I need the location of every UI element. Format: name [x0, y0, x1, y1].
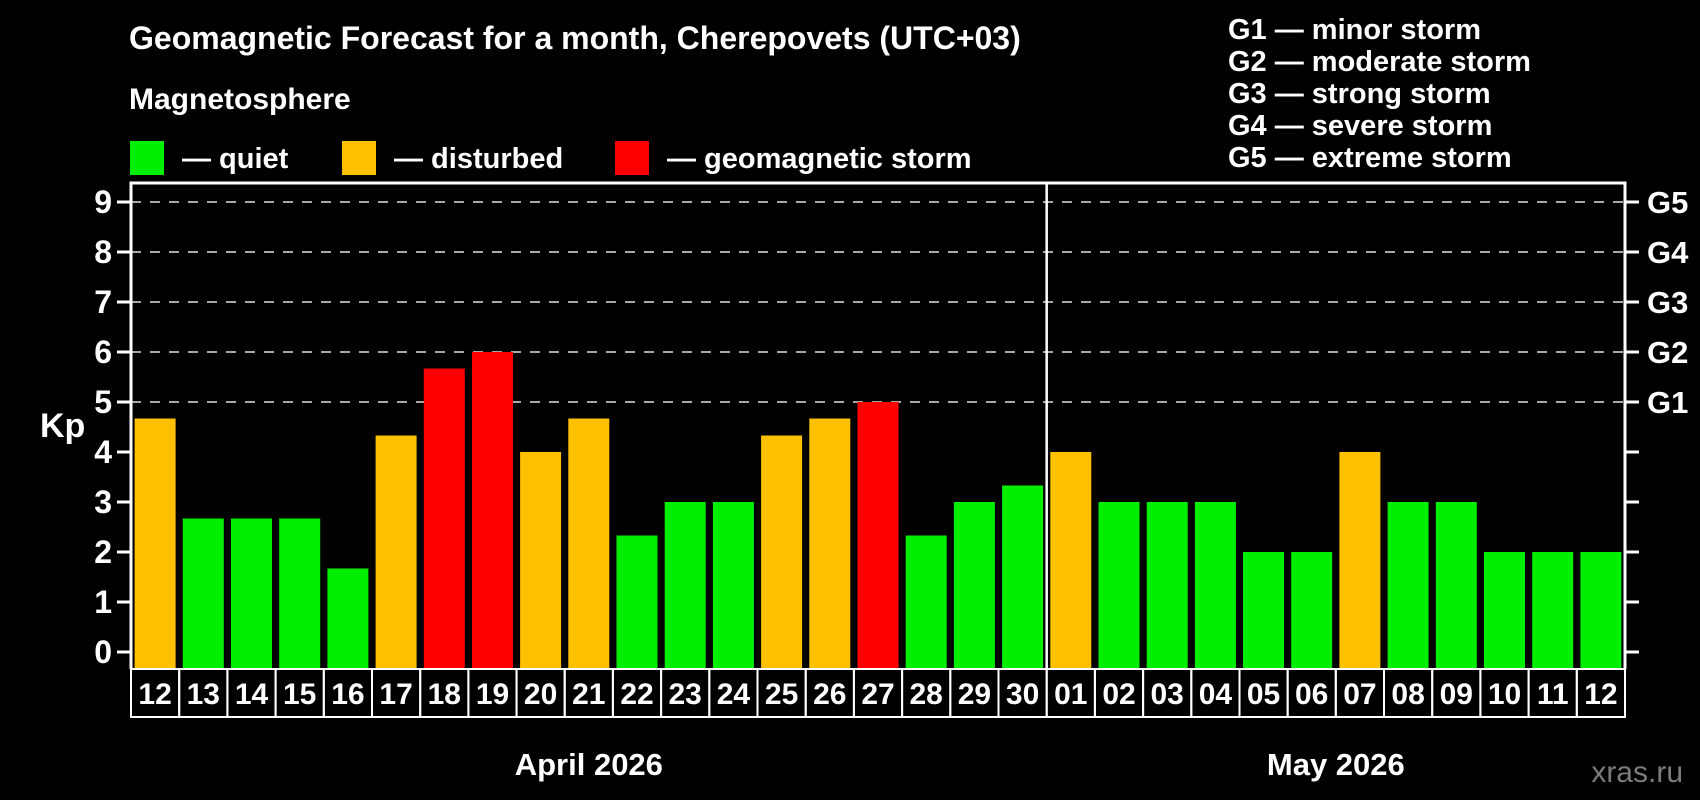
y-tick-label-0: 0 [94, 634, 112, 670]
kp-bar [664, 502, 706, 669]
g3-legend-line: G3 — strong storm [1228, 78, 1491, 110]
day-label: 06 [1295, 678, 1328, 711]
kp-bar [520, 452, 562, 669]
kp-bar [1435, 502, 1477, 669]
kp-bar [423, 368, 465, 669]
month-label-april: April 2026 [514, 747, 663, 782]
day-label: 29 [958, 678, 991, 711]
g-axis-label-g1: G1 [1647, 385, 1688, 420]
day-label: 09 [1440, 678, 1473, 711]
kp-bar [953, 502, 995, 669]
kp-bar [1291, 552, 1333, 669]
day-label: 25 [765, 678, 798, 711]
disturbed-legend-label: — disturbed [394, 143, 564, 175]
quiet-legend-swatch [130, 141, 164, 175]
day-label: 15 [283, 678, 316, 711]
day-label: 02 [1102, 678, 1135, 711]
y-tick-label-6: 6 [94, 334, 112, 370]
day-label: 01 [1054, 678, 1087, 711]
kp-bar [712, 502, 754, 669]
kp-bar [1532, 552, 1574, 669]
kp-bar [1387, 502, 1429, 669]
kp-bar [327, 568, 369, 669]
kp-bar [1339, 452, 1381, 669]
day-label: 07 [1343, 678, 1376, 711]
day-label: 22 [620, 678, 653, 711]
g-axis-label-g5: G5 [1647, 185, 1688, 220]
day-label: 23 [669, 678, 702, 711]
kp-bar [1146, 502, 1188, 669]
kp-bar [1580, 552, 1622, 669]
storm-legend-label: — geomagnetic storm [667, 143, 972, 175]
day-label: 13 [187, 678, 220, 711]
kp-bar [134, 418, 176, 669]
y-axis-title: Kp [40, 407, 86, 445]
y-tick-label-9: 9 [94, 184, 112, 220]
day-label: 14 [235, 678, 269, 711]
kp-bar [1050, 452, 1092, 669]
y-tick-label-3: 3 [94, 484, 112, 520]
watermark: xras.ru [1591, 756, 1683, 789]
kp-bar [857, 402, 899, 669]
kp-bar [761, 435, 803, 669]
day-label: 28 [910, 678, 943, 711]
kp-bar [1002, 485, 1044, 669]
day-label: 20 [524, 678, 557, 711]
day-label: 19 [476, 678, 509, 711]
y-tick-label-1: 1 [94, 584, 112, 620]
kp-bar [472, 352, 513, 669]
day-label: 17 [379, 678, 412, 711]
g-scale-legend: G1 — minor storm G2 — moderate storm G3 … [1228, 14, 1531, 174]
kp-bar [1484, 552, 1525, 669]
kp-bar [375, 435, 417, 669]
kp-bar [231, 518, 272, 669]
kp-bar [279, 518, 321, 669]
day-label: 03 [1151, 678, 1184, 711]
kp-bar [182, 518, 224, 669]
y-tick-label-5: 5 [94, 384, 112, 420]
quiet-legend-label: — quiet [182, 143, 289, 175]
day-label: 24 [717, 678, 751, 711]
kp-bar [1098, 502, 1140, 669]
day-label: 27 [861, 678, 894, 711]
day-label: 18 [428, 678, 461, 711]
y-tick-label-2: 2 [94, 534, 112, 570]
kp-bar [1243, 552, 1284, 669]
day-label: 11 [1537, 678, 1569, 711]
g-axis-label-g3: G3 [1647, 285, 1688, 320]
day-label: 12 [1584, 678, 1617, 711]
day-cell [1575, 668, 1627, 718]
day-label: 08 [1391, 678, 1424, 711]
kp-bar [1194, 502, 1236, 669]
g4-legend-line: G4 — severe storm [1228, 110, 1493, 142]
disturbed-legend-swatch [342, 141, 376, 175]
g1-legend-line: G1 — minor storm [1228, 14, 1481, 46]
g5-legend-line: G5 — extreme storm [1228, 142, 1512, 174]
storm-legend-swatch [615, 141, 649, 175]
day-label: 12 [138, 678, 171, 711]
page-title: Geomagnetic Forecast for a month, Cherep… [129, 20, 1021, 56]
day-label: 16 [331, 678, 364, 711]
day-label: 30 [1006, 678, 1039, 711]
day-label: 04 [1199, 678, 1233, 711]
y-tick-label-4: 4 [94, 434, 112, 470]
day-label: 21 [572, 678, 605, 711]
day-label: 26 [813, 678, 846, 711]
kp-bar [616, 535, 658, 669]
day-label: 10 [1488, 678, 1521, 711]
y-tick-label-8: 8 [94, 234, 112, 270]
g2-legend-line: G2 — moderate storm [1228, 46, 1531, 78]
y-tick-label-7: 7 [94, 284, 112, 320]
month-label-may: May 2026 [1266, 747, 1405, 782]
day-label: 05 [1247, 678, 1280, 711]
g-axis-label-g2: G2 [1647, 335, 1688, 370]
kp-bar [568, 418, 610, 669]
g-axis-label-g4: G4 [1647, 235, 1689, 270]
kp-bar [905, 535, 947, 669]
magnetosphere-label: Magnetosphere [129, 83, 351, 116]
kp-bar [809, 418, 851, 669]
